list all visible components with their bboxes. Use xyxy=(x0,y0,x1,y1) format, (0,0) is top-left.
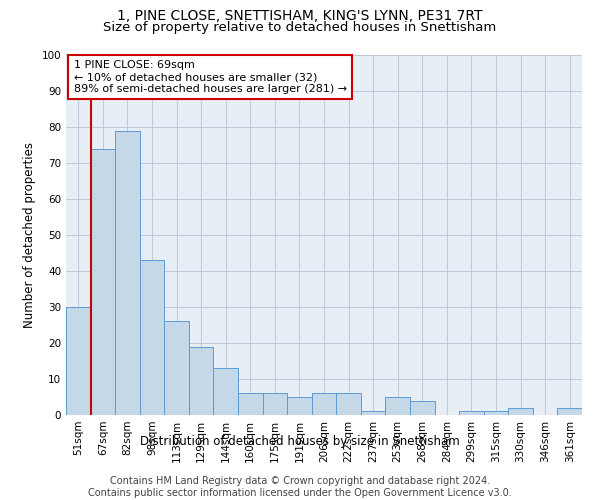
Bar xyxy=(115,130,140,415)
Bar xyxy=(557,408,582,415)
Bar xyxy=(238,394,263,415)
Bar xyxy=(385,397,410,415)
Bar xyxy=(164,322,189,415)
Bar xyxy=(459,412,484,415)
Bar xyxy=(508,408,533,415)
Bar xyxy=(484,412,508,415)
Text: 1 PINE CLOSE: 69sqm
← 10% of detached houses are smaller (32)
89% of semi-detach: 1 PINE CLOSE: 69sqm ← 10% of detached ho… xyxy=(74,60,347,94)
Text: Size of property relative to detached houses in Snettisham: Size of property relative to detached ho… xyxy=(103,21,497,34)
Bar xyxy=(263,394,287,415)
Y-axis label: Number of detached properties: Number of detached properties xyxy=(23,142,36,328)
Bar xyxy=(410,400,434,415)
Bar xyxy=(140,260,164,415)
Bar xyxy=(287,397,312,415)
Bar xyxy=(312,394,336,415)
Bar xyxy=(336,394,361,415)
Bar xyxy=(189,346,214,415)
Bar xyxy=(214,368,238,415)
Bar xyxy=(66,307,91,415)
Text: Contains HM Land Registry data © Crown copyright and database right 2024.
Contai: Contains HM Land Registry data © Crown c… xyxy=(88,476,512,498)
Text: Distribution of detached houses by size in Snettisham: Distribution of detached houses by size … xyxy=(140,434,460,448)
Text: 1, PINE CLOSE, SNETTISHAM, KING'S LYNN, PE31 7RT: 1, PINE CLOSE, SNETTISHAM, KING'S LYNN, … xyxy=(117,9,483,23)
Bar xyxy=(361,412,385,415)
Bar xyxy=(91,148,115,415)
